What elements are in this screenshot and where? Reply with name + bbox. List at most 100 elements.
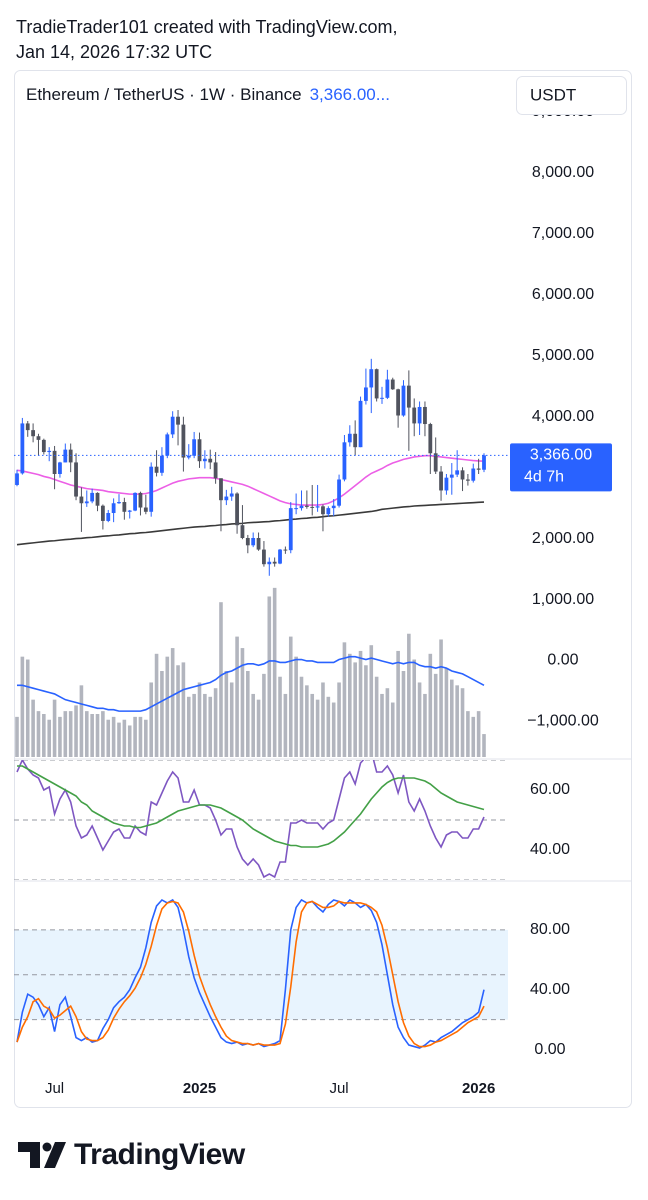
- volume-bar: [186, 696, 191, 757]
- volume-bar: [79, 685, 84, 757]
- candle-body: [374, 369, 379, 399]
- last-price-tag: [510, 443, 612, 492]
- volume-bar: [170, 648, 175, 757]
- volume-bar: [423, 693, 427, 757]
- candle-body: [304, 505, 309, 507]
- candle-body: [256, 537, 261, 550]
- volume-bar: [203, 693, 207, 757]
- candle-body: [380, 397, 384, 399]
- candle-body: [31, 430, 36, 437]
- volume-average: [17, 655, 485, 712]
- volume-bar: [154, 653, 159, 757]
- volume-bar: [337, 682, 341, 757]
- candle-body: [353, 433, 358, 448]
- volume-bar: [144, 719, 148, 757]
- candle-body: [245, 537, 250, 546]
- volume-bar: [380, 693, 384, 757]
- volume-bar: [111, 716, 116, 757]
- volume-bar: [47, 719, 52, 757]
- legend: Ethereum / TetherUS · 1W · Binance 3,366.…: [26, 85, 390, 104]
- candle-body: [143, 507, 148, 512]
- volume-bar: [95, 714, 100, 757]
- volume-bar: [122, 719, 127, 757]
- volume-bar: [117, 722, 121, 757]
- volume-bar: [25, 659, 30, 757]
- y-tick-label: 6,000.00: [532, 286, 594, 303]
- candle-body: [68, 449, 73, 463]
- candle-body: [213, 462, 218, 479]
- header-line: TradieTrader101 created with TradingView…: [16, 17, 398, 37]
- volume-bar: [267, 596, 272, 757]
- volume-bar: [444, 668, 449, 757]
- axes: 3,366.00 4d 7h Jul 2025 Jul 2026 60.00 40.00 80.…: [45, 443, 612, 1097]
- currency-label[interactable]: USDT: [530, 85, 576, 104]
- candle-body: [160, 455, 164, 473]
- logo-part: [18, 1142, 40, 1168]
- volume-bar: [364, 665, 368, 757]
- volume-bar: [331, 702, 336, 757]
- candle-body: [299, 505, 304, 509]
- candle-body: [138, 492, 143, 508]
- candle-body: [465, 479, 470, 481]
- candle-body: [401, 385, 406, 416]
- candle-body: [476, 468, 481, 470]
- candle-body: [111, 503, 116, 514]
- candle-body: [288, 508, 293, 551]
- candle-body: [406, 385, 411, 408]
- volume-bar: [246, 671, 250, 757]
- candle-body: [428, 424, 433, 454]
- volume-bar: [396, 650, 400, 757]
- candle-body: [358, 400, 363, 448]
- moving-average: [16, 454, 485, 506]
- volume-bar: [213, 688, 218, 757]
- volume-bar: [342, 642, 347, 757]
- volume-bar: [460, 688, 465, 757]
- y-tick-label: −1,000.00: [527, 713, 599, 730]
- candle-body: [310, 506, 315, 508]
- candle-body: [95, 492, 100, 506]
- candle-body: [471, 468, 476, 481]
- candle-body: [202, 458, 207, 462]
- volume-bar: [390, 702, 395, 757]
- volume-bar: [149, 682, 153, 757]
- y-tick-label: 1,000.00: [532, 591, 594, 608]
- candle-body: [412, 407, 417, 424]
- volume-bar: [353, 662, 357, 757]
- volume-bar: [133, 716, 137, 757]
- volume-bar: [358, 650, 363, 757]
- volume-bar: [84, 711, 89, 757]
- legend-symbol: Ethereum / TetherUS · 1W · Binance: [26, 85, 302, 104]
- candle-body: [79, 496, 84, 504]
- volume-bar: [262, 673, 266, 757]
- volume-bar: [369, 645, 374, 757]
- candle-body: [337, 479, 341, 506]
- y-tick-label: 5,000.00: [532, 347, 594, 364]
- volume-bar: [321, 682, 325, 757]
- volume-bar: [235, 636, 239, 757]
- candle-body: [117, 502, 121, 504]
- candle-body: [294, 508, 299, 510]
- candle-body: [106, 513, 111, 521]
- candle-body: [482, 455, 486, 470]
- volume-bar: [310, 693, 315, 757]
- volume-bar: [417, 682, 422, 757]
- volume: [15, 587, 486, 757]
- volume-bar: [412, 659, 417, 757]
- candle-body: [52, 450, 57, 475]
- logo-part: [44, 1142, 66, 1168]
- volume-bar: [401, 671, 406, 757]
- volume-bar: [208, 696, 213, 757]
- candle-body: [321, 506, 325, 515]
- candle-body: [41, 439, 46, 453]
- candle-body: [224, 496, 229, 501]
- candle-body: [25, 423, 30, 431]
- currency-button[interactable]: [516, 76, 627, 115]
- volume-bar: [476, 711, 481, 757]
- candle-body: [229, 493, 234, 497]
- volume-bar: [240, 648, 245, 757]
- brand-logo: [18, 1142, 66, 1168]
- candle-body: [240, 525, 245, 538]
- x-tick-label: 2026: [462, 1080, 495, 1097]
- candle-body: [267, 561, 272, 565]
